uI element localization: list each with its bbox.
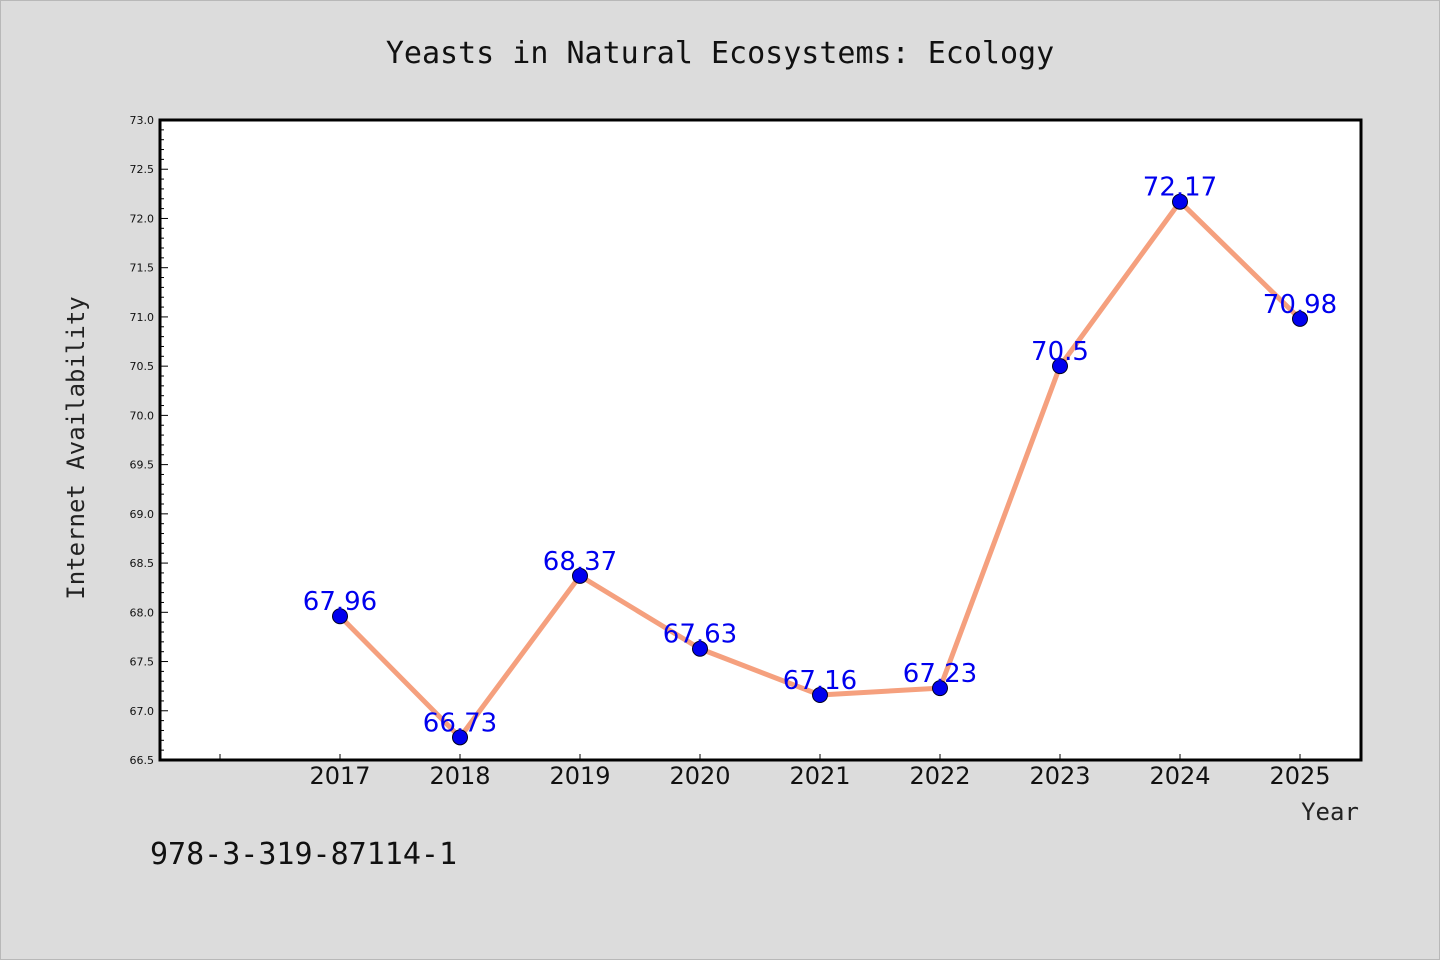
x-tick-label: 2022 bbox=[909, 762, 970, 790]
data-point bbox=[572, 567, 588, 584]
x-tick-label: 2024 bbox=[1149, 762, 1210, 790]
y-tick-label: 72.0 bbox=[130, 212, 155, 225]
data-label-layer: 67.96 66.73 68.37 67.63 67.16 67.23 70.5 72.17 7… bbox=[303, 173, 1337, 739]
data-label: 70.5 bbox=[1031, 337, 1089, 367]
x-tick-label: 2017 bbox=[309, 762, 370, 790]
y-axis-title: Internet Availability bbox=[62, 296, 90, 599]
y-tick-label: 71.0 bbox=[130, 311, 155, 324]
y-tick-label: 71.5 bbox=[130, 262, 155, 275]
y-tick-label: 70.0 bbox=[130, 409, 155, 422]
x-tick-label: 2025 bbox=[1269, 762, 1330, 790]
data-label: 70.98 bbox=[1263, 290, 1337, 320]
y-tick-label: 66.5 bbox=[130, 754, 155, 767]
y-tick-label: 69.5 bbox=[130, 459, 155, 472]
data-point bbox=[692, 640, 708, 657]
x-tick-label: 2023 bbox=[1029, 762, 1090, 790]
x-tick-label: 2019 bbox=[549, 762, 610, 790]
data-label: 68.37 bbox=[543, 547, 617, 577]
x-tick-label: 2020 bbox=[669, 762, 730, 790]
data-point bbox=[1052, 358, 1068, 375]
data-label: 66.73 bbox=[423, 708, 497, 738]
data-point bbox=[812, 687, 828, 704]
y-tick-label: 73.0 bbox=[130, 114, 155, 127]
y-tick-label: 72.5 bbox=[130, 163, 155, 176]
data-label: 72.17 bbox=[1143, 173, 1217, 203]
data-point bbox=[1292, 310, 1308, 327]
isbn-text: 978-3-319-87114-1 bbox=[150, 837, 457, 872]
series-layer bbox=[332, 193, 1308, 746]
data-label: 67.16 bbox=[783, 666, 857, 696]
data-label: 67.96 bbox=[303, 587, 377, 617]
x-axis-title: Year bbox=[1301, 798, 1359, 826]
data-point bbox=[1172, 193, 1188, 210]
plot-area bbox=[160, 120, 1361, 760]
data-label: 67.23 bbox=[903, 659, 977, 689]
data-point bbox=[452, 729, 468, 746]
y-tick-label: 69.0 bbox=[130, 508, 155, 521]
data-point bbox=[332, 608, 348, 625]
data-label: 67.63 bbox=[663, 620, 737, 650]
y-tick-label: 67.0 bbox=[130, 705, 155, 718]
x-tick-label: 2021 bbox=[789, 762, 850, 790]
y-tick-label: 68.0 bbox=[130, 606, 155, 619]
x-tick-label: 2018 bbox=[429, 762, 490, 790]
chart-title: Yeasts in Natural Ecosystems: Ecology bbox=[386, 36, 1054, 71]
y-tick-label: 68.5 bbox=[130, 557, 155, 570]
plot-border bbox=[158, 118, 1363, 762]
y-axis-ticks: 66.5 67.0 67.5 68.0 68.5 69.0 69.5 70.0 70.5 71.0… bbox=[130, 114, 168, 767]
x-axis-ticks: 2017 2018 2019 2020 2021 2022 2023 2024 2025 bbox=[219, 754, 1331, 790]
data-point bbox=[932, 680, 948, 697]
y-tick-label: 67.5 bbox=[130, 656, 155, 669]
y-tick-label: 70.5 bbox=[130, 360, 155, 373]
